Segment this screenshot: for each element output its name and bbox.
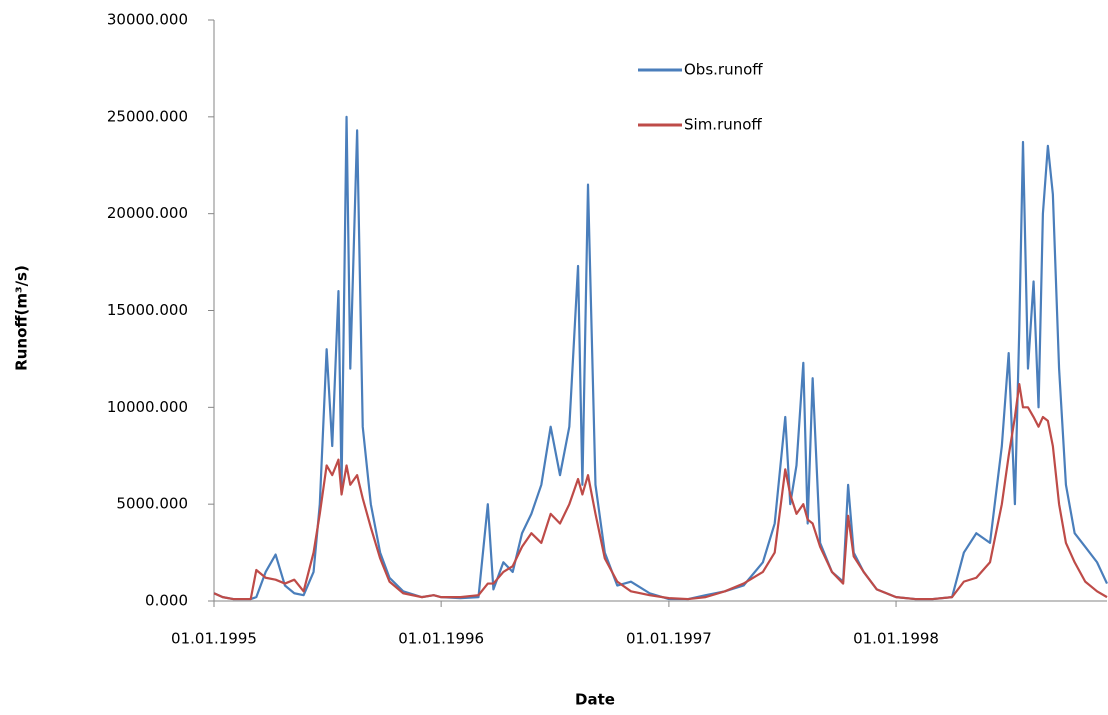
series-line	[213, 115, 1108, 601]
y-tick-label: 25000.000	[107, 107, 188, 125]
y-tick-label: 20000.000	[107, 204, 188, 222]
y-tick-label: 10000.000	[107, 398, 188, 416]
y-tick-label: 15000.000	[107, 301, 188, 319]
x-tick-label: 01.01.1997	[626, 630, 712, 648]
y-tick-label: 5000.000	[116, 495, 188, 513]
x-tick-label: 01.01.1995	[171, 630, 257, 648]
legend-label: Obs.runoff	[684, 61, 763, 79]
y-tick-label: 30000.000	[107, 11, 188, 29]
x-tick-label: 01.01.1998	[853, 630, 939, 648]
y-tick-label: 0.000	[145, 592, 188, 610]
y-axis-title: Runoff(m³/s)	[13, 265, 31, 371]
legend-label: Sim.runoff	[684, 116, 762, 134]
x-tick-label: 01.01.1996	[398, 630, 484, 648]
x-axis-title: Date	[575, 691, 615, 709]
series-line	[213, 382, 1108, 601]
